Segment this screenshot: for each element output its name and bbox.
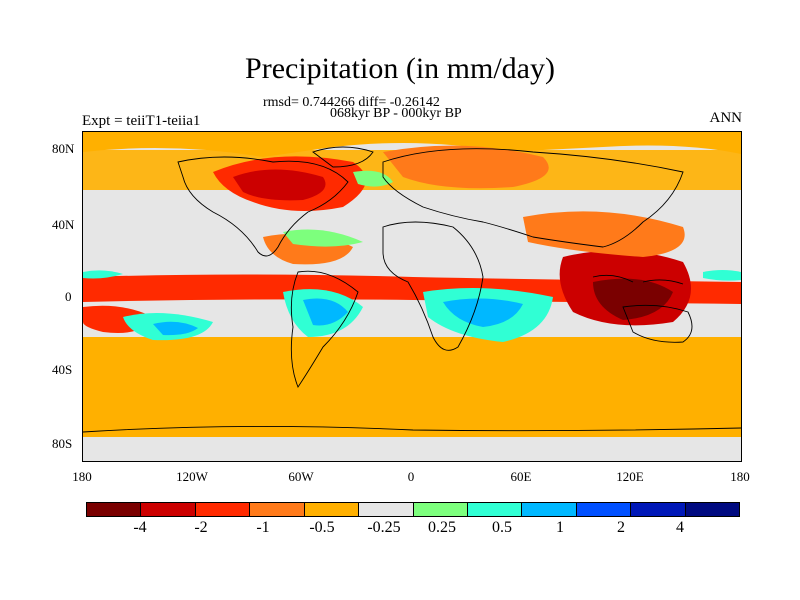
colorbar-box [359, 503, 414, 516]
colorbar-label: 0.5 [492, 519, 512, 536]
y-tick-equator: 0 [65, 289, 72, 304]
x-tick-120w: 120W [176, 469, 208, 484]
experiment-label: Expt = teiiT1-teiia1 [82, 113, 201, 129]
colorbar-box [87, 503, 142, 516]
gulf-wetting [283, 229, 363, 247]
y-tick-40s: 40S [52, 362, 73, 377]
colorbar-label: 0.25 [428, 519, 456, 536]
colorbar-box [141, 503, 196, 516]
chart-title: Precipitation (in mm/day) [245, 52, 555, 85]
north-america-core [233, 169, 326, 201]
south-america-wetting-core [303, 298, 348, 326]
colorbar-box [631, 503, 686, 516]
x-tick-180e: 180 [730, 469, 750, 484]
y-tick-80s: 80S [52, 436, 73, 451]
map-canvas [83, 132, 741, 461]
time-range-label: 068kyr BP - 000kyr BP [330, 106, 462, 121]
colorbar-box [576, 503, 632, 516]
west-pacific-wetting [83, 270, 123, 279]
africa-wetting-core [443, 298, 523, 327]
y-tick-80n: 80N [52, 141, 75, 156]
y-tick-40n: 40N [52, 217, 75, 232]
colorbar-label: 1 [556, 519, 564, 536]
colorbar-label: -4 [133, 519, 147, 536]
colorbar-label: -2 [194, 519, 208, 536]
colorbar-label: 2 [617, 519, 625, 536]
annual-label: ANN [709, 110, 743, 126]
colorbar-box [522, 503, 577, 516]
colorbar-label: -0.5 [309, 519, 335, 536]
x-tick-120e: 120E [616, 469, 644, 484]
colorbar-box [685, 503, 740, 516]
colorbar-box [195, 503, 251, 516]
asia-monsoon-drying [523, 211, 685, 257]
x-tick-0: 0 [407, 469, 415, 484]
coastlines [83, 146, 741, 433]
south-pacific-wetting-core [153, 321, 198, 336]
colorbar-box [413, 503, 468, 516]
colorbar-label: -1 [256, 519, 270, 536]
x-tick-60e: 60E [510, 469, 532, 484]
colorbar [86, 502, 740, 517]
colorbar-box [304, 503, 360, 516]
colorbar-box [467, 503, 523, 516]
precipitation-map [82, 131, 742, 462]
maritime-continent-core [593, 278, 673, 320]
colorbar-label: 4 [676, 519, 684, 536]
arctic-field [83, 132, 741, 157]
colorbar-box [250, 503, 305, 516]
colorbar-label: -0.25 [367, 519, 401, 536]
rmsd-diff-stats: rmsd= 0.744266 diff= -0.26142 [263, 95, 440, 110]
dateline-wetting [703, 270, 741, 281]
x-tick-180w: 180 [72, 469, 92, 484]
eurasia-drying [383, 145, 549, 189]
antarctic-field [83, 437, 741, 461]
x-tick-60w: 60W [288, 469, 314, 484]
